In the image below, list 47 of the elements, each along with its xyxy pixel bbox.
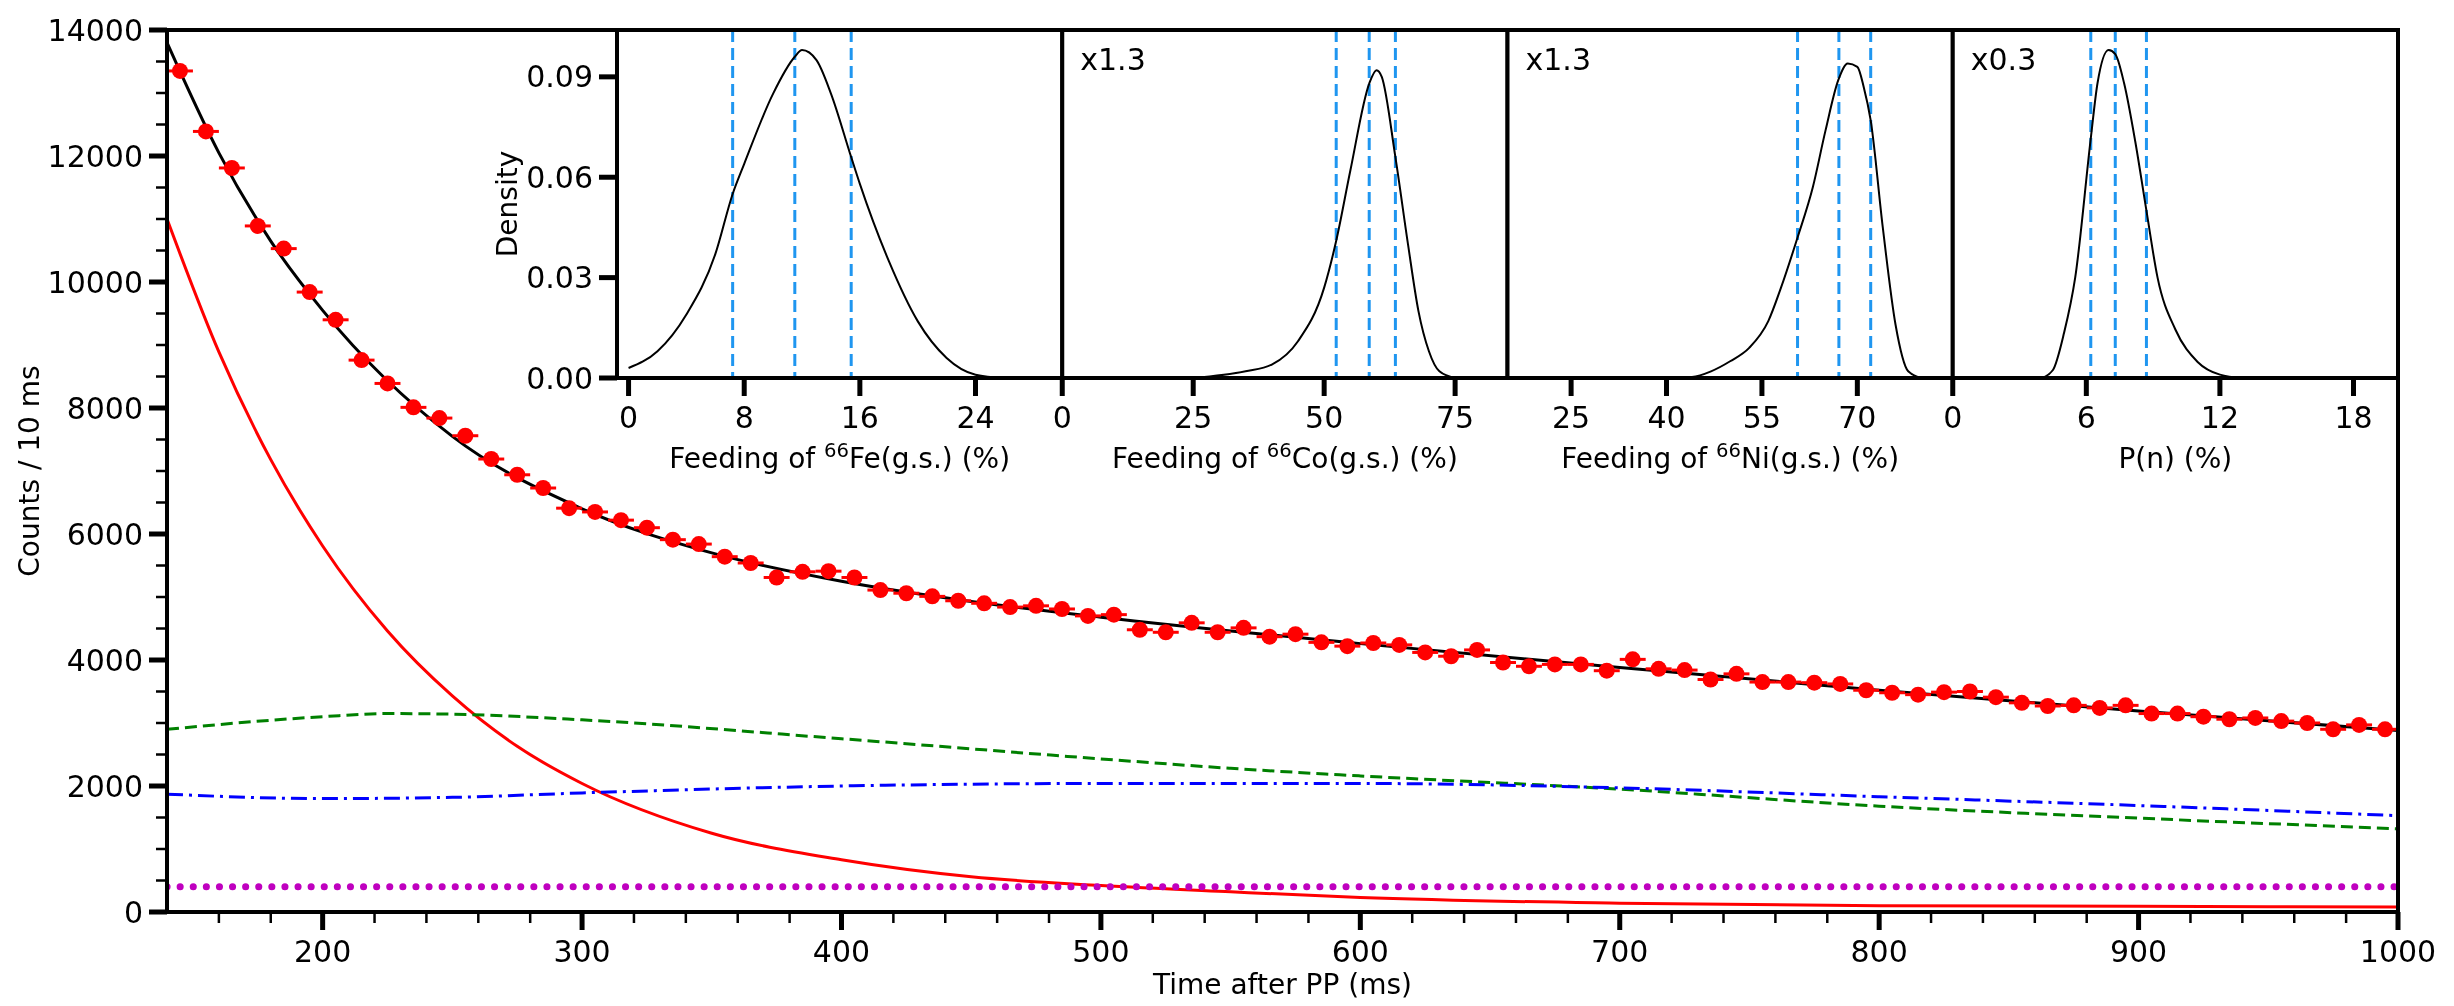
- x-axis-title: Time after PP (ms): [1152, 968, 1412, 1001]
- x-tick-label: 70: [1838, 400, 1877, 435]
- x-tick-label: 18: [2334, 400, 2373, 435]
- y-tick-label: 14000: [47, 12, 143, 48]
- y-tick-label: 0: [123, 894, 143, 930]
- x-tick-label: 25: [1552, 400, 1591, 435]
- y-tick-label: 0.00: [526, 360, 593, 396]
- x-tick-label: 75: [1436, 400, 1475, 435]
- x-axis-title: P(n) (%): [2118, 442, 2233, 475]
- y-axis-title: Counts / 10 ms: [13, 365, 46, 577]
- x-tick-label: 8: [734, 400, 754, 435]
- x-tick-label: 0: [1052, 400, 1072, 435]
- x-tick-label: 40: [1647, 400, 1686, 435]
- y-tick-label: 6000: [66, 516, 143, 552]
- x-tick-label: 55: [1742, 400, 1782, 435]
- x-tick-label: 900: [2109, 934, 2168, 969]
- x-tick-label: 500: [1072, 934, 1130, 969]
- x-tick-label: 200: [294, 934, 352, 969]
- x-tick-label: 300: [553, 934, 611, 969]
- y-tick-label: 8000: [66, 390, 143, 426]
- x-axis-title: Feeding of $^{66}$Co(g.s.) (%): [1111, 438, 1458, 475]
- annotation: x1.3: [1080, 42, 1146, 77]
- y-tick-label: 2000: [66, 768, 143, 804]
- x-tick-label: 800: [1850, 934, 1908, 969]
- x-tick-label: 50: [1305, 400, 1344, 435]
- x-tick-label: 0: [619, 400, 639, 435]
- y-axis-title: Density: [491, 150, 524, 258]
- x-axis-title: Feeding of $^{66}$Fe(g.s.) (%): [669, 438, 1011, 475]
- annotation: x0.3: [1970, 42, 2037, 77]
- y-tick-label: 0.06: [526, 159, 593, 195]
- y-tick-label: 4000: [66, 642, 143, 678]
- x-tick-label: 1000: [2359, 934, 2437, 969]
- x-axis-title: Feeding of $^{66}$Ni(g.s.) (%): [1561, 438, 1900, 475]
- x-tick-label: 16: [840, 400, 879, 435]
- x-tick-label: 12: [2200, 400, 2239, 435]
- x-tick-label: 700: [1591, 934, 1649, 969]
- x-tick-label: 6: [2076, 400, 2096, 435]
- y-tick-label: 0.09: [526, 59, 593, 95]
- y-tick-label: 10000: [47, 264, 143, 300]
- x-tick-label: 24: [956, 400, 995, 435]
- x-tick-label: 600: [1331, 934, 1389, 969]
- y-tick-label: 0.03: [526, 260, 593, 296]
- y-tick-label: 12000: [47, 138, 143, 174]
- annotation: x1.3: [1525, 42, 1591, 77]
- x-tick-label: 400: [812, 934, 871, 969]
- x-tick-label: 25: [1174, 400, 1213, 435]
- x-tick-label: 0: [1943, 400, 1963, 435]
